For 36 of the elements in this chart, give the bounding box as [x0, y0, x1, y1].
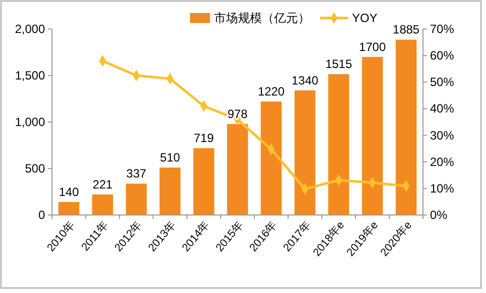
y2-tick-label: 0% [430, 208, 448, 222]
data-label: 1220 [258, 84, 285, 99]
y2-tick-label: 10% [430, 181, 454, 196]
bar [92, 194, 114, 215]
bar [193, 148, 214, 215]
data-label: 1340 [292, 73, 319, 88]
y2-tick-label: 60% [430, 48, 454, 63]
bar [328, 74, 350, 215]
y-tick-label: 500 [24, 162, 46, 176]
bar [58, 202, 80, 215]
data-label: 510 [160, 150, 180, 165]
data-label: 140 [58, 184, 80, 199]
data-label: 337 [126, 166, 147, 181]
legend-label: YOY [352, 11, 378, 25]
data-label: 1515 [325, 57, 352, 72]
data-label: 1700 [359, 40, 386, 54]
bar [362, 56, 383, 215]
data-label: 719 [194, 131, 214, 146]
y2-tick-label: 70% [430, 22, 454, 36]
bar [160, 168, 180, 215]
y-tick-label: 2,000 [14, 22, 46, 36]
data-label: 1885 [392, 22, 420, 37]
y2-tick-label: 40% [430, 102, 454, 116]
y2-tick-label: 50% [430, 75, 454, 90]
y2-tick-label: 30% [430, 128, 454, 142]
y-tick-label: 0 [38, 208, 46, 222]
y-tick-label: 1,500 [14, 68, 46, 82]
bar [126, 184, 147, 215]
data-label: 221 [92, 177, 113, 192]
bar [396, 40, 417, 215]
bar [227, 124, 248, 215]
bar [260, 102, 282, 215]
y2-tick-label: 20% [430, 154, 454, 169]
bar [294, 90, 316, 215]
legend-label: 市场规模（亿元） [214, 11, 310, 25]
y-tick-label: 1,000 [14, 115, 46, 129]
